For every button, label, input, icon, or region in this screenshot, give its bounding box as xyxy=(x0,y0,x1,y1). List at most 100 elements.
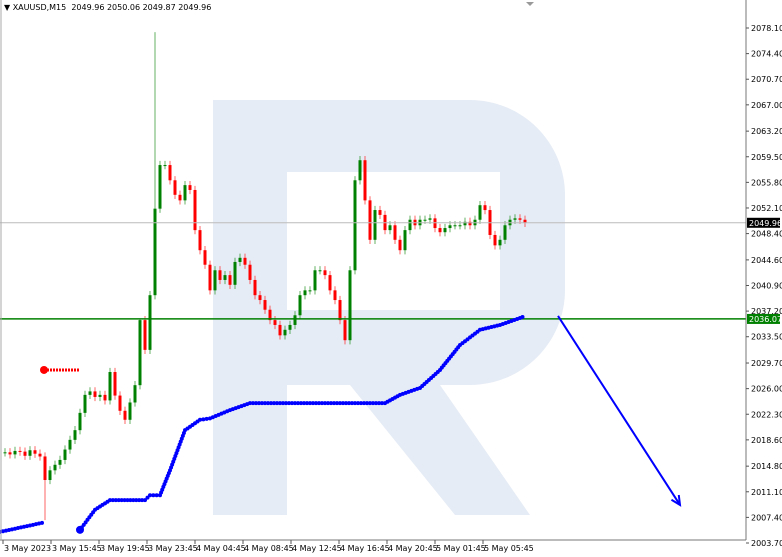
indicator-dot xyxy=(113,498,118,503)
indicator-dot xyxy=(151,493,156,498)
y-tick-label: 2067.00 xyxy=(751,101,782,110)
candle-body xyxy=(303,290,307,296)
indicator-dot xyxy=(317,401,321,406)
y-tick-label: 2037.20 xyxy=(751,307,782,316)
candle-body xyxy=(108,372,112,401)
indicator-dot xyxy=(263,401,267,406)
candle-body xyxy=(113,372,117,396)
candle-body xyxy=(148,295,152,350)
candle-body xyxy=(83,394,87,413)
indicator-dot xyxy=(293,401,297,406)
candle-body xyxy=(3,452,7,454)
indicator-dot xyxy=(257,401,261,406)
candle-body xyxy=(118,395,122,411)
indicator-dot xyxy=(119,498,124,503)
candle-body xyxy=(178,194,182,201)
y-tick-label: 2059.50 xyxy=(751,153,782,162)
price-label-box xyxy=(747,313,780,324)
candle-body xyxy=(398,239,402,251)
candle-body xyxy=(248,264,252,280)
scroll-marker-icon[interactable] xyxy=(526,2,534,6)
ohlc-readout: 2049.96 2050.06 2049.87 2049.96 xyxy=(71,3,212,12)
indicator-dot xyxy=(380,401,384,406)
candle-body xyxy=(373,210,377,240)
candle-body xyxy=(498,239,502,246)
indicator-dot xyxy=(299,401,303,406)
candle-body xyxy=(288,324,292,330)
y-tick-label: 2011.10 xyxy=(751,488,782,497)
indicator-dot xyxy=(37,521,41,526)
candle-body xyxy=(503,225,507,240)
candle-body xyxy=(93,391,97,397)
indicator-dot xyxy=(201,417,206,422)
indicator-dot xyxy=(4,528,8,533)
indicator-dot xyxy=(344,401,348,406)
indicator-dot xyxy=(359,401,363,406)
candle-body xyxy=(393,225,397,240)
candle-body xyxy=(518,218,522,220)
candle-body xyxy=(338,300,342,321)
indicator-dot xyxy=(329,401,333,406)
indicator-dot xyxy=(356,401,360,406)
indicator-dot xyxy=(284,401,288,406)
candle-body xyxy=(13,450,17,455)
x-tick-label: 3 May 2023 xyxy=(4,544,51,553)
x-tick-label: 4 May 08:45 xyxy=(244,544,294,553)
candle-body xyxy=(228,275,232,285)
candle-body xyxy=(163,165,167,167)
indicator-dot xyxy=(350,401,354,406)
indicator-start-dot xyxy=(76,525,84,534)
candle-body xyxy=(28,450,32,456)
x-tick-label: 3 May 15:45 xyxy=(52,544,102,553)
y-tick-label: 2029.70 xyxy=(751,359,782,368)
indicator-dot xyxy=(290,401,294,406)
candle-body xyxy=(363,160,367,201)
candle-body xyxy=(333,290,337,301)
indicator-dot xyxy=(7,527,11,532)
indicator-dot xyxy=(34,522,38,527)
candle-body xyxy=(283,329,287,336)
candle-body xyxy=(313,270,317,291)
y-tick-label: 2018.60 xyxy=(751,436,782,445)
candle-body xyxy=(18,450,22,452)
dropdown-triangle-icon[interactable]: ▼ xyxy=(4,3,11,12)
candle-body xyxy=(423,219,427,221)
candle-body xyxy=(173,180,177,195)
indicator-dot xyxy=(125,498,130,503)
candle-body xyxy=(493,234,497,246)
candle-body xyxy=(513,218,517,220)
candle-body xyxy=(328,275,332,291)
candle-body xyxy=(53,464,57,471)
indicator-dot xyxy=(326,401,330,406)
y-tick-label: 2026.00 xyxy=(751,385,782,394)
candle-body xyxy=(123,410,127,420)
indicator-dot xyxy=(335,401,339,406)
candle-body xyxy=(463,221,467,226)
indicator-dot xyxy=(13,526,17,531)
indicator-dot xyxy=(377,401,381,406)
candle-body xyxy=(183,185,187,201)
candle-body xyxy=(343,320,347,341)
indicator-dot xyxy=(110,498,115,503)
candle-body xyxy=(238,257,242,262)
y-tick-label: 2070.70 xyxy=(751,75,782,84)
candle-body xyxy=(73,430,77,440)
y-tick-label: 2014.80 xyxy=(751,462,782,471)
candle-body xyxy=(43,456,47,481)
indicator-dot xyxy=(108,498,112,503)
candle-body xyxy=(388,225,392,231)
y-tick-label: 2022.30 xyxy=(751,410,782,419)
indicator-dot xyxy=(145,495,150,500)
x-tick-label: 5 May 01:45 xyxy=(436,544,486,553)
candle-body xyxy=(253,279,257,296)
indicator-dot xyxy=(362,401,366,406)
indicator-dot xyxy=(254,401,258,406)
candle-body xyxy=(448,225,452,229)
candle-body xyxy=(403,230,407,251)
indicator-dot xyxy=(122,498,127,503)
indicator-dot xyxy=(143,498,147,503)
indicator-dot xyxy=(341,401,345,406)
candle-body xyxy=(63,449,67,460)
indicator-dot xyxy=(28,523,32,528)
